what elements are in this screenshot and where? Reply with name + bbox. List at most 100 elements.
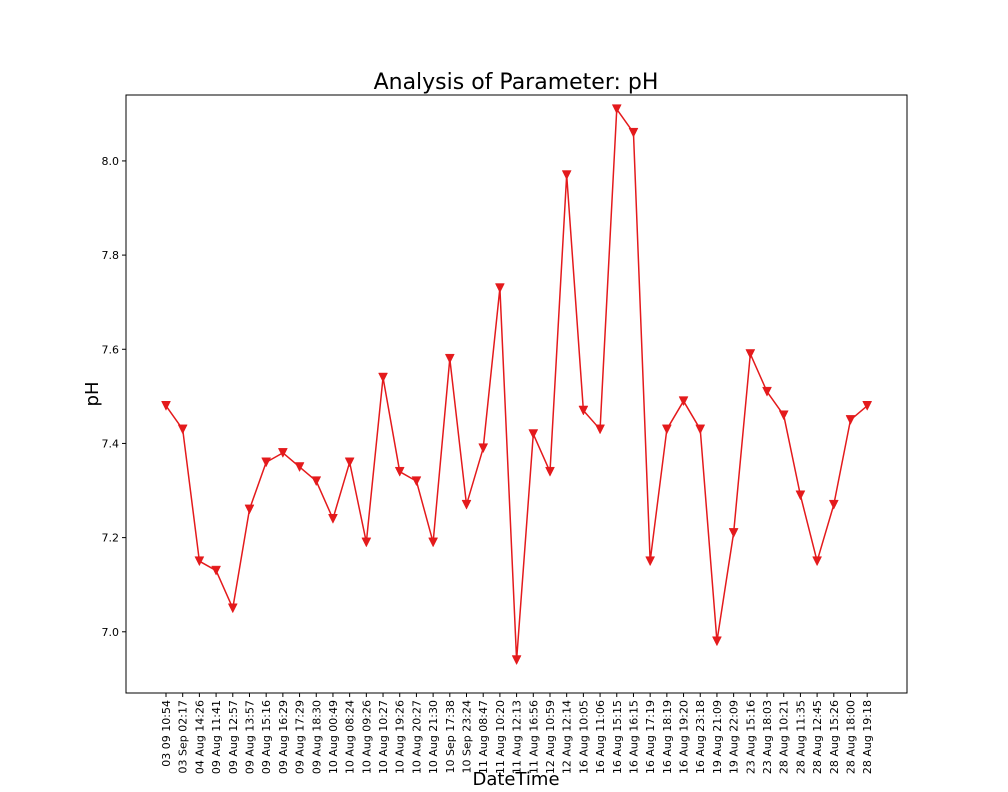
- y-tick-label: 7.6: [102, 343, 120, 356]
- x-tick-label: 19 Aug 22:09: [728, 700, 741, 774]
- x-tick-label: 11 Aug 10:20: [494, 700, 507, 774]
- data-point-marker: [461, 499, 472, 510]
- y-tick-label: 7.4: [102, 437, 120, 450]
- x-tick-label: 10 Aug 09:26: [360, 700, 373, 774]
- x-tick-label: 10 Aug 21:30: [427, 700, 440, 774]
- x-tick-label: 28 Aug 19:18: [861, 700, 874, 774]
- x-tick-label: 10 Sep 23:24: [461, 700, 474, 773]
- x-tick-label: 09 Aug 17:29: [294, 700, 307, 774]
- x-tick-label: 09 Aug 18:30: [310, 700, 323, 774]
- y-axis: 7.0 7.2 7.4 7.6 7.8 8.0: [102, 155, 126, 639]
- y-tick-label: 7.0: [102, 626, 120, 639]
- plot-area-frame: [125, 94, 908, 694]
- series-line-group: [165, 108, 868, 661]
- data-point-marker: [277, 448, 288, 458]
- data-point-marker: [661, 424, 672, 435]
- data-point-marker: [244, 504, 255, 515]
- x-tick-label: 09 Aug 11:41: [210, 700, 223, 774]
- y-tick-label: 7.2: [102, 532, 120, 545]
- data-point-marker: [411, 476, 422, 487]
- data-point-marker: [845, 415, 856, 425]
- x-tick-label: 16 Aug 10:05: [577, 700, 590, 774]
- data-point-marker: [328, 514, 338, 524]
- data-point-marker: [778, 410, 789, 421]
- x-tick-label: 09 Aug 16:29: [277, 700, 290, 774]
- data-point-marker: [378, 372, 388, 383]
- data-point-marker: [728, 528, 739, 538]
- y-tick-label: 8.0: [102, 155, 120, 168]
- x-tick-label: 28 Aug 15:26: [828, 700, 841, 774]
- data-point-marker: [161, 401, 171, 411]
- data-point-marker: [311, 476, 322, 487]
- x-tick-label: 04 Aug 14:26: [193, 700, 206, 774]
- data-point-marker: [595, 424, 605, 435]
- data-point-marker: [294, 462, 305, 473]
- x-tick-label: 11 Aug 16:56: [527, 700, 540, 774]
- x-tick-label: 16 Aug 16:15: [627, 700, 640, 774]
- data-point-marker: [678, 396, 689, 407]
- x-tick-label: 28 Aug 10:21: [778, 700, 791, 774]
- x-tick-label: 10 Aug 10:27: [377, 700, 390, 774]
- data-point-marker: [478, 443, 489, 454]
- data-point-marker: [695, 424, 706, 435]
- x-tick-label: 23 Aug 15:16: [744, 700, 757, 774]
- y-tick-label: 7.8: [102, 249, 120, 262]
- data-point-marker: [628, 127, 639, 138]
- data-point-marker: [428, 537, 439, 548]
- x-tick-label: 28 Aug 12:45: [811, 700, 824, 774]
- x-tick-label: 10 Aug 08:24: [344, 700, 357, 774]
- data-point-marker: [862, 401, 873, 411]
- x-tick-label: 12 Aug 12:14: [561, 700, 574, 774]
- x-tick-label: 28 Aug 11:35: [794, 700, 807, 774]
- y-axis-label: pH: [82, 382, 103, 407]
- x-tick-label: 10 Sep 17:38: [444, 700, 457, 773]
- data-point-marker: [261, 457, 272, 468]
- data-point-marker: [762, 386, 772, 397]
- x-axis: 03 09 10:54 03 Sep 02:17 04 Aug 14:26 09 Au…: [160, 693, 874, 774]
- x-tick-label: 28 Aug 18:00: [844, 700, 857, 774]
- data-point-marker: [528, 429, 539, 440]
- x-tick-label: 10 Aug 20:27: [410, 700, 423, 774]
- x-tick-label: 23 Aug 18:03: [761, 700, 774, 774]
- x-tick-label: 16 Aug 19:20: [678, 700, 691, 774]
- x-tick-label: 03 09 10:54: [160, 700, 173, 767]
- x-axis-label: DateTime: [472, 769, 559, 790]
- x-tick-label: 19 Aug 21:09: [711, 700, 724, 774]
- x-tick-label: 16 Aug 18:19: [661, 700, 674, 774]
- data-point-marker: [394, 466, 405, 477]
- data-point-marker: [344, 457, 355, 468]
- x-tick-label: 09 Aug 13:57: [243, 700, 256, 774]
- x-tick-label: 03 Sep 02:17: [177, 700, 190, 773]
- x-tick-label: 09 Aug 12:57: [227, 700, 240, 774]
- data-point-marker: [611, 104, 622, 115]
- data-point-marker: [444, 353, 455, 364]
- data-point-marker: [511, 655, 522, 666]
- chart-title: Analysis of Parameter: pH: [374, 70, 659, 95]
- data-point-marker: [561, 170, 572, 181]
- x-tick-label: 10 Aug 19:26: [394, 700, 407, 774]
- data-point-marker: [227, 603, 238, 614]
- x-tick-label: 16 Aug 17:19: [644, 700, 657, 774]
- x-tick-label: 11 Aug 12:13: [511, 700, 524, 774]
- data-point-marker: [545, 466, 555, 477]
- data-point-marker: [745, 349, 756, 360]
- data-point-marker: [494, 283, 505, 294]
- x-tick-label: 09 Aug 15:16: [260, 700, 273, 774]
- x-tick-label: 10 Aug 00:49: [327, 700, 340, 774]
- x-tick-label: 16 Aug 15:15: [611, 700, 624, 774]
- data-point-marker: [795, 490, 806, 501]
- x-tick-label: 16 Aug 23:18: [694, 700, 707, 774]
- data-point-marker: [194, 556, 205, 567]
- data-point-marker: [578, 405, 589, 416]
- data-point-marker: [828, 499, 839, 510]
- x-tick-label: 12 Aug 10:59: [544, 700, 557, 774]
- data-markers: [161, 104, 873, 666]
- data-point-marker: [361, 537, 372, 548]
- data-point-marker: [645, 556, 656, 567]
- data-point-marker: [812, 556, 823, 567]
- x-tick-label: 11 Aug 08:47: [477, 700, 490, 774]
- data-point-marker: [177, 424, 188, 435]
- data-point-marker: [712, 636, 722, 647]
- series-line: [165, 108, 868, 661]
